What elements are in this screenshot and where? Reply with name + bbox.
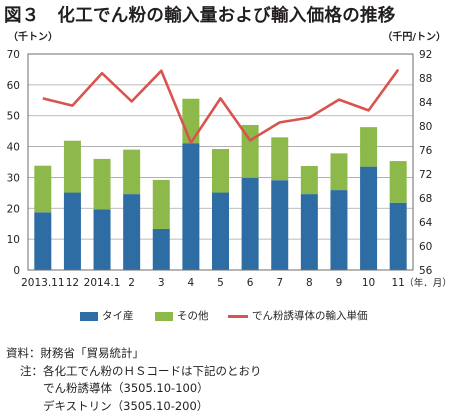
y-left-tick-label: 10 [7, 234, 20, 246]
y-right-tick-label: 64 [419, 217, 433, 229]
y-left-tick-label: 70 [7, 49, 20, 61]
y-left-tick-label: 30 [7, 172, 20, 184]
bar-thai [330, 190, 348, 270]
chart-title: 図３ 化工でん粉の輸入量および輸入価格の推移 [4, 6, 396, 26]
y-right-tick-label: 76 [419, 145, 433, 157]
bar-other [182, 98, 200, 144]
bar-thai [212, 192, 229, 270]
bar-other [330, 153, 348, 191]
bar-other [34, 165, 52, 213]
legend-label-other: その他 [177, 310, 209, 322]
y-left-tick-label: 0 [13, 265, 20, 277]
y-left-tick-label: 60 [7, 80, 20, 92]
bar-other [300, 166, 318, 195]
x-tick-label: 11 [392, 277, 405, 289]
legend-item-other: その他 [155, 308, 209, 323]
bar-thai [93, 209, 111, 270]
legend-item-thai: タイ産 [80, 308, 134, 323]
bar-thai [241, 177, 259, 270]
legend: タイ産 その他 でん粉誘導体の輸入単価 [0, 308, 450, 324]
y-right-tick-label: 56 [419, 265, 433, 277]
chart-canvas: 01020304050607056606468727680848892（千トン）… [7, 30, 450, 289]
bar-other [123, 149, 141, 195]
y-left-tick-label: 40 [7, 142, 20, 154]
bar-other [389, 161, 407, 203]
x-tick-label: 4 [188, 277, 195, 289]
y-right-tick-label: 68 [419, 193, 432, 205]
x-tick-label: 8 [306, 277, 313, 289]
bar-thai [389, 202, 407, 270]
x-tick-label: 3 [158, 277, 165, 289]
legend-label-price: でん粉誘導体の輸入単価 [252, 310, 368, 322]
legend-label-thai: タイ産 [102, 310, 134, 322]
bar-other [360, 127, 378, 167]
x-tick-label: 7 [276, 277, 283, 289]
bar-thai [123, 194, 141, 270]
y-right-axis-label: （千円/トン） [382, 30, 446, 43]
x-tick-label: 5 [217, 277, 224, 289]
legend-swatch-thai [80, 311, 98, 321]
legend-swatch-price [228, 314, 248, 318]
source-note: 資料：財務省「貿易統計」 [6, 346, 144, 360]
bar-thai [152, 228, 170, 270]
y-left-tick-label: 50 [7, 111, 20, 123]
y-right-tick-label: 72 [419, 169, 432, 181]
x-axis-unit-label: （年．月） [404, 277, 450, 289]
x-tick-label: 2 [128, 277, 135, 289]
footnote-code-1: でん粉誘導体（3505.10-100） [43, 381, 209, 395]
y-left-axis-label: （千トン） [8, 30, 58, 43]
bar-other [212, 149, 229, 193]
y-right-tick-label: 88 [419, 73, 432, 85]
bar-thai [300, 194, 318, 270]
x-tick-label: 9 [336, 277, 343, 289]
bar-thai [182, 143, 200, 270]
plot-frame [27, 53, 414, 271]
bar-other [63, 140, 81, 193]
x-tick-label: 6 [247, 277, 254, 289]
legend-item-price: でん粉誘導体の輸入単価 [228, 308, 368, 323]
bar-thai [63, 192, 81, 270]
y-right-tick-label: 92 [419, 49, 432, 61]
y-right-tick-label: 80 [419, 121, 432, 133]
x-tick-label: 10 [362, 277, 375, 289]
bar-other [271, 137, 289, 181]
price-line [42, 68, 400, 145]
bar-other [152, 179, 170, 229]
x-tick-label: 12 [66, 277, 79, 289]
notes: 資料：財務省「貿易統計」 注：各化工でん粉のＨＳコードは下記のとおり でん粉誘導… [6, 345, 262, 415]
x-tick-label: 2013.11 [21, 277, 64, 289]
y-right-tick-label: 84 [419, 97, 433, 109]
bar-thai [34, 212, 52, 270]
y-left-tick-label: 20 [7, 203, 20, 215]
legend-swatch-other [155, 311, 173, 321]
footnote-code-2: デキストリン（3505.10-200） [43, 398, 209, 413]
bar-thai [271, 180, 289, 270]
x-tick-label: 2014.1 [84, 277, 121, 289]
bar-other [93, 158, 111, 210]
bar-thai [360, 166, 378, 270]
y-right-tick-label: 60 [419, 241, 432, 253]
footnote: 注：各化工でん粉のＨＳコードは下記のとおり [20, 363, 262, 378]
